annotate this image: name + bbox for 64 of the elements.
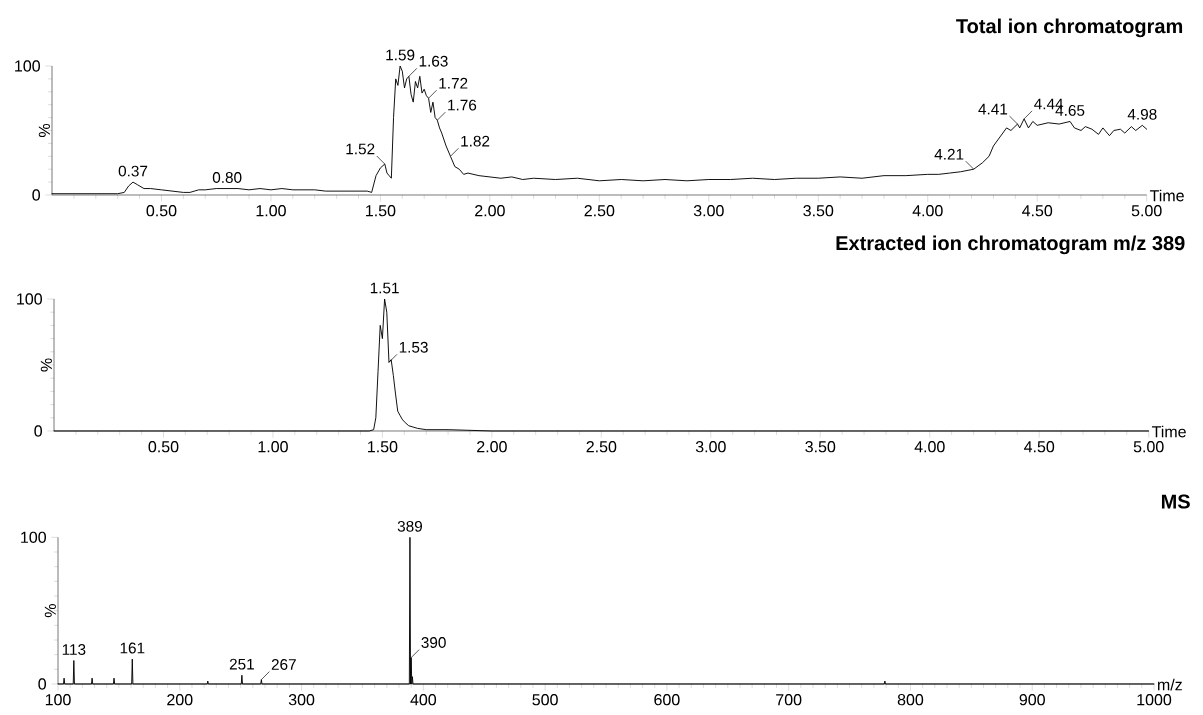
annotation: 161 [120, 642, 145, 654]
x-tick-label: 200 [167, 694, 193, 706]
annotation: 1.72 [439, 77, 468, 89]
chart-title: MS [1161, 494, 1190, 509]
x-tick-label: 400 [410, 694, 437, 706]
annotation: 4.41 [978, 103, 1008, 115]
annotation: 390 [421, 637, 446, 648]
annotation: 1.76 [448, 99, 477, 111]
x-tick-label: 900 [1019, 694, 1045, 706]
annotation: 1.63 [419, 55, 448, 67]
x-tick-label: 2.00 [477, 441, 507, 453]
x-tick-label: 5.00 [1133, 441, 1164, 453]
y-axis-title: % [38, 123, 50, 138]
y-tick-label: 100 [15, 60, 40, 72]
y-tick-label: 0 [38, 678, 47, 690]
chart-title: Total ion chromatogram [956, 18, 1183, 38]
annotation: 4.98 [1127, 108, 1157, 120]
x-axis-title: Time [1151, 425, 1186, 438]
annotation: 1.53 [399, 341, 428, 353]
y-tick-label: 0 [34, 425, 43, 437]
annotation: 251 [229, 658, 254, 670]
x-tick-label: 1.50 [366, 205, 396, 217]
x-tick-label: 4.00 [914, 441, 945, 453]
x-tick-label: 3.50 [805, 441, 836, 453]
x-tick-label: 1.50 [368, 441, 398, 453]
y-axis-title: % [44, 604, 56, 618]
y-tick-label: 100 [17, 293, 42, 305]
x-tick-label: 0.50 [146, 205, 177, 217]
x-axis-title: m/z [1158, 678, 1182, 691]
annotation: 4.21 [934, 148, 964, 160]
annotation: 0.80 [212, 172, 242, 183]
annotation: 1.52 [346, 143, 375, 155]
annotation: 113 [62, 644, 86, 655]
x-tick-label: 5.00 [1131, 205, 1162, 217]
x-tick-label: 4.00 [912, 205, 943, 217]
annotation: 0.37 [118, 165, 148, 177]
x-tick-label: 3.00 [693, 205, 724, 217]
x-tick-label: 2.00 [475, 205, 505, 217]
x-tick-label: 3.50 [803, 205, 834, 217]
x-tick-label: 1000 [1137, 694, 1172, 706]
annotation: 1.51 [370, 282, 399, 294]
y-tick-label: 0 [32, 189, 41, 201]
x-tick-label: 1.00 [258, 441, 288, 453]
x-tick-label: 800 [897, 694, 924, 706]
annotation: 389 [397, 520, 422, 532]
x-tick-label: 2.50 [584, 205, 615, 217]
x-tick-label: 0.50 [148, 441, 179, 453]
x-tick-label: 300 [288, 694, 315, 706]
chart-title: Extracted ion chromatogram m/z 389 [836, 235, 1185, 255]
annotation: 1.82 [461, 135, 490, 147]
y-tick-label: 100 [21, 531, 46, 543]
x-tick-label: 700 [776, 694, 802, 706]
x-tick-label: 500 [532, 694, 558, 706]
annotation: 267 [271, 659, 296, 670]
y-axis-title: % [40, 358, 52, 372]
x-tick-label: 4.50 [1022, 205, 1053, 217]
x-tick-label: 600 [654, 694, 680, 706]
x-tick-label: 4.50 [1024, 441, 1055, 453]
x-axis-title: Time [1149, 189, 1184, 202]
annotation: 1.59 [386, 49, 415, 61]
x-tick-label: 100 [45, 694, 71, 706]
x-tick-label: 2.50 [586, 441, 617, 453]
x-tick-label: 1.00 [256, 205, 286, 217]
x-tick-label: 3.00 [695, 441, 726, 453]
